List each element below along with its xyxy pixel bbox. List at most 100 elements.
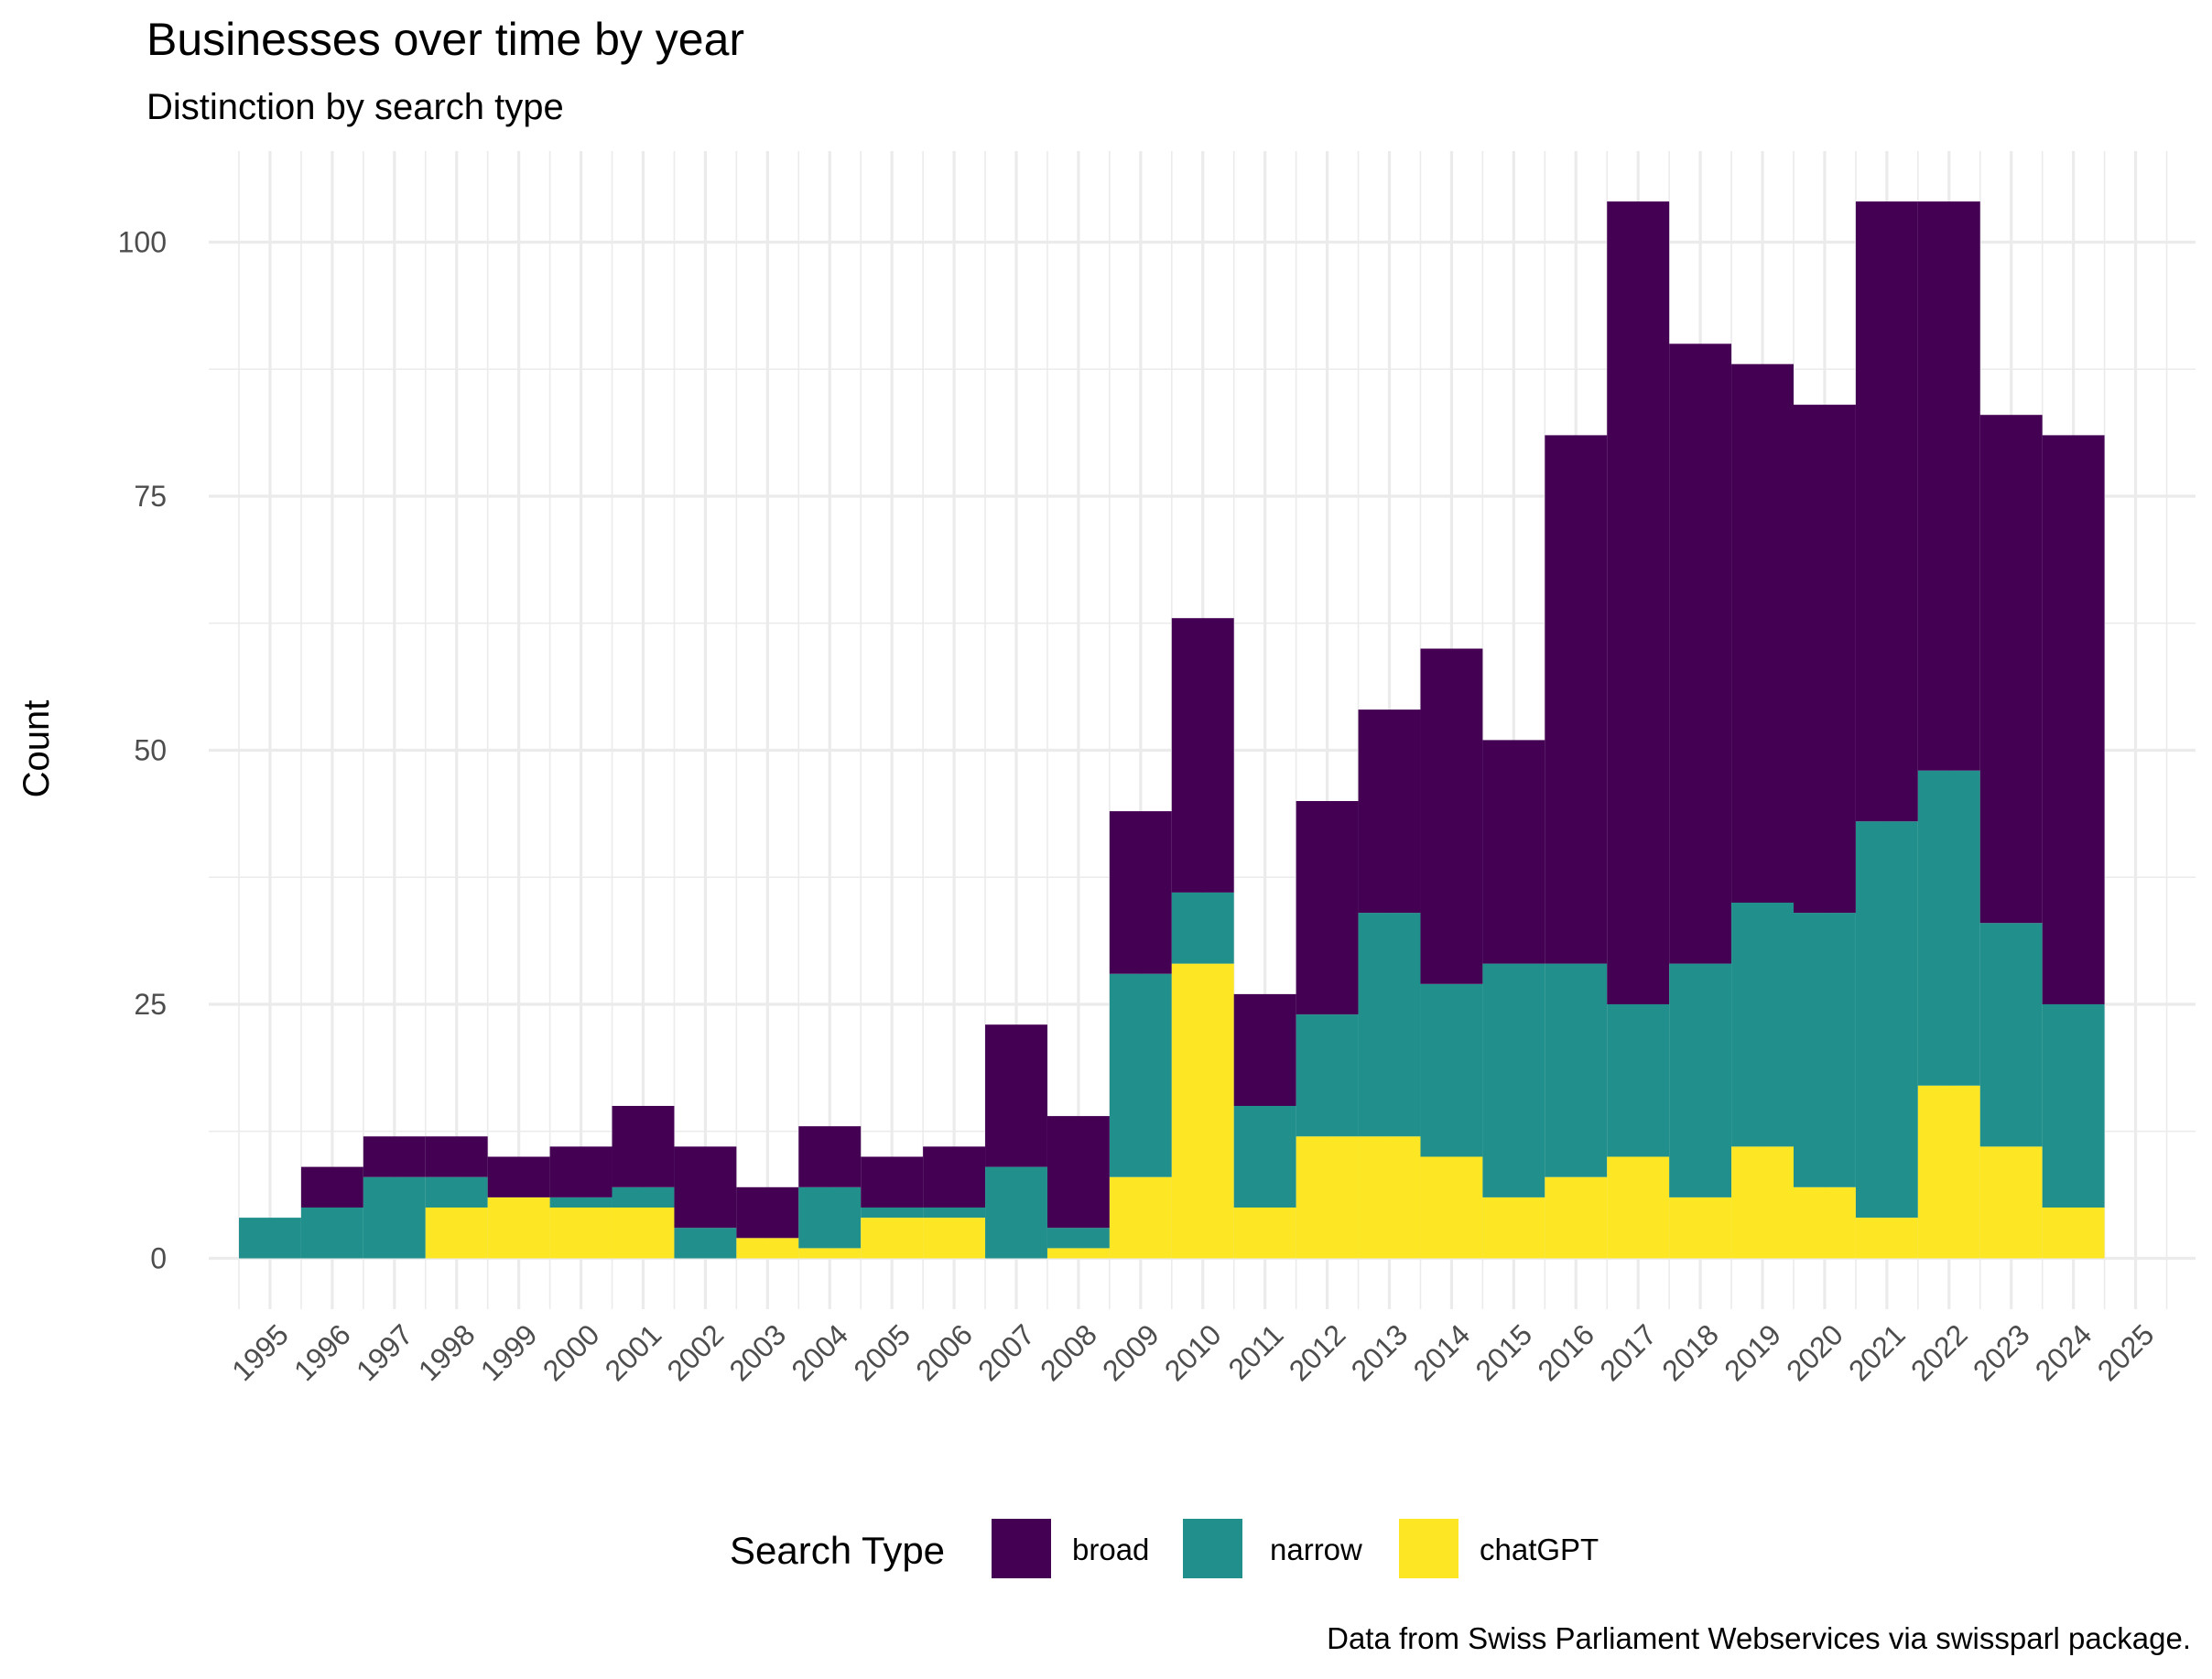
bar-chatGPT-2019 <box>1731 1146 1794 1259</box>
bar-chatGPT-2009 <box>1109 1176 1172 1259</box>
bar-narrow-2024 <box>2042 1004 2105 1208</box>
legend-label-chatGPT: chatGPT <box>1480 1533 1599 1566</box>
legend-key-broad <box>992 1519 1051 1578</box>
y-tick-label: 0 <box>150 1242 167 1275</box>
bar-broad-2018 <box>1669 343 1732 964</box>
bar-narrow-2004 <box>798 1186 862 1249</box>
bar-narrow-1995 <box>239 1218 301 1259</box>
bar-broad-2008 <box>1046 1116 1110 1229</box>
bar-chatGPT-1998 <box>425 1208 488 1259</box>
bar-narrow-2018 <box>1669 963 1732 1197</box>
bar-chatGPT-2016 <box>1545 1176 1608 1259</box>
bars <box>239 201 2105 1259</box>
bar-narrow-1996 <box>300 1208 363 1259</box>
bar-narrow-1997 <box>363 1176 426 1259</box>
bar-chatGPT-2021 <box>1855 1218 1918 1259</box>
bar-broad-2003 <box>736 1186 799 1239</box>
bar-chatGPT-2006 <box>923 1218 986 1259</box>
legend-key-chatGPT <box>1399 1519 1458 1578</box>
bar-chatGPT-2000 <box>549 1208 613 1259</box>
bar-narrow-2005 <box>861 1208 924 1219</box>
bar-broad-2009 <box>1109 811 1172 974</box>
bar-broad-1998 <box>425 1136 488 1177</box>
bar-narrow-2007 <box>985 1166 1047 1259</box>
bar-narrow-2017 <box>1607 1004 1670 1157</box>
bar-broad-2022 <box>1917 201 1980 771</box>
bar-broad-2011 <box>1233 993 1296 1106</box>
bar-broad-2002 <box>674 1146 737 1229</box>
bar-broad-2017 <box>1607 201 1670 1005</box>
bar-narrow-2000 <box>549 1197 613 1208</box>
bar-narrow-1998 <box>425 1176 488 1208</box>
bar-broad-2021 <box>1855 201 1918 822</box>
bar-narrow-2011 <box>1233 1106 1296 1208</box>
legend-items: broad narrow chatGPT <box>992 1519 1599 1578</box>
y-tick-label: 50 <box>134 734 167 767</box>
bar-broad-2006 <box>923 1146 986 1208</box>
bar-broad-2023 <box>1979 415 2043 924</box>
legend-label-broad: broad <box>1072 1533 1149 1566</box>
bar-broad-2016 <box>1545 435 1608 964</box>
bar-narrow-2015 <box>1482 963 1545 1197</box>
bar-chatGPT-2022 <box>1917 1085 1980 1259</box>
legend-title: Search Type <box>730 1529 945 1572</box>
chart-caption: Data from Swiss Parliament Webservices v… <box>1327 1621 2191 1655</box>
bar-chatGPT-2017 <box>1607 1156 1670 1259</box>
bar-chatGPT-2018 <box>1669 1197 1732 1259</box>
bar-chatGPT-2020 <box>1794 1186 1856 1259</box>
bar-chatGPT-2008 <box>1046 1248 1110 1259</box>
y-tick-label: 75 <box>134 480 167 513</box>
bar-chatGPT-2014 <box>1420 1156 1483 1259</box>
bar-broad-1999 <box>487 1156 550 1197</box>
bar-broad-2007 <box>985 1024 1047 1167</box>
bar-narrow-2012 <box>1296 1014 1359 1137</box>
bar-narrow-2023 <box>1979 923 2043 1147</box>
bar-broad-2019 <box>1731 363 1794 903</box>
bar-narrow-2009 <box>1109 973 1172 1177</box>
legend: Search Type broad narrow chatGPT <box>730 1519 1599 1578</box>
bar-broad-2012 <box>1296 801 1359 1015</box>
bar-chatGPT-2001 <box>612 1208 675 1259</box>
bar-narrow-2021 <box>1855 821 1918 1219</box>
bar-narrow-2016 <box>1545 963 1608 1177</box>
y-axis-title: Count <box>16 700 57 798</box>
bar-broad-2001 <box>612 1106 675 1187</box>
bar-broad-1997 <box>363 1136 426 1177</box>
bar-broad-1996 <box>300 1166 363 1208</box>
bar-broad-2005 <box>861 1156 924 1208</box>
chart-title: Businesses over time by year <box>146 14 744 65</box>
legend-key-narrow <box>1183 1519 1242 1578</box>
chart-subtitle: Distinction by search type <box>146 87 564 127</box>
bar-broad-2020 <box>1794 405 1856 914</box>
bar-narrow-2013 <box>1358 913 1421 1137</box>
bar-broad-2024 <box>2042 435 2105 1004</box>
bar-broad-2004 <box>798 1126 862 1187</box>
bar-chatGPT-2023 <box>1979 1146 2043 1259</box>
bar-narrow-2020 <box>1794 913 1856 1187</box>
bar-chatGPT-2005 <box>861 1218 924 1259</box>
bar-broad-2000 <box>549 1146 613 1197</box>
bar-chatGPT-2015 <box>1482 1197 1545 1259</box>
legend-label-narrow: narrow <box>1270 1533 1362 1566</box>
bar-narrow-2014 <box>1420 983 1483 1157</box>
bar-narrow-2019 <box>1731 903 1794 1147</box>
bar-broad-2015 <box>1482 740 1545 964</box>
bar-chatGPT-1999 <box>487 1197 550 1259</box>
bar-chatGPT-2012 <box>1296 1136 1359 1259</box>
bar-broad-2013 <box>1358 710 1421 914</box>
bar-chatGPT-2011 <box>1233 1208 1296 1259</box>
y-tick-label: 100 <box>118 226 167 259</box>
bar-broad-2014 <box>1420 648 1483 984</box>
bar-narrow-2008 <box>1046 1228 1110 1249</box>
bar-narrow-2006 <box>923 1208 986 1219</box>
bar-broad-2010 <box>1171 618 1234 893</box>
bar-narrow-2022 <box>1917 770 1980 1086</box>
y-tick-label: 25 <box>134 988 167 1021</box>
bar-chatGPT-2004 <box>798 1248 862 1259</box>
bar-narrow-2001 <box>612 1186 675 1208</box>
bar-narrow-2010 <box>1171 892 1234 964</box>
bar-chatGPT-2010 <box>1171 963 1234 1259</box>
bar-chatGPT-2013 <box>1358 1136 1421 1259</box>
